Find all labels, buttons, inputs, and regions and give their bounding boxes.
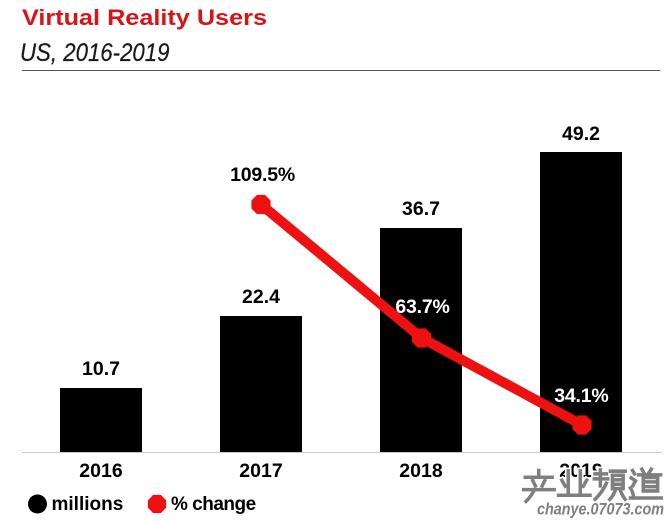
svg-text:chanye.07073.com: chanye.07073.com — [537, 501, 664, 519]
